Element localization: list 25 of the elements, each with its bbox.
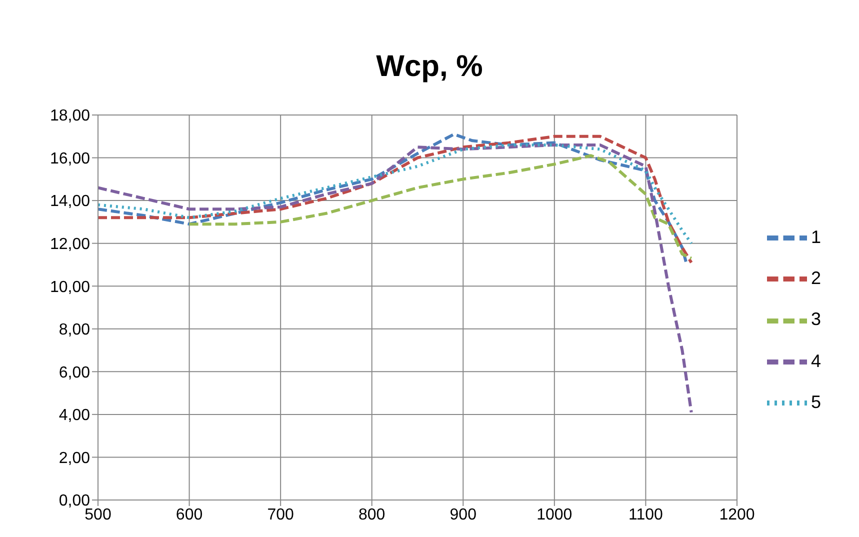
y-tick-label: 4,00: [58, 407, 90, 424]
legend-label: 1: [810, 226, 821, 247]
y-tick-label: 14,00: [50, 193, 90, 210]
legend-label: 5: [810, 392, 821, 412]
x-tick-label: 1000: [536, 506, 572, 524]
line-series: [98, 143, 693, 245]
legend-label: 4: [810, 350, 821, 371]
line-series: [98, 143, 693, 414]
legend-label: 3: [810, 309, 821, 330]
x-tick-label: 600: [176, 506, 203, 524]
x-tick-label: 800: [358, 506, 386, 524]
y-tick-label: 6,00: [58, 364, 90, 382]
y-tick-label: 18,00: [50, 108, 90, 125]
x-tick-label: 1100: [628, 506, 664, 524]
y-tick-label: 2,00: [58, 450, 90, 467]
y-tick-label: 10,00: [50, 278, 90, 296]
y-tick-label: 16,00: [50, 150, 90, 168]
x-tick-label: 1200: [719, 506, 755, 524]
line-series: [188, 154, 693, 260]
y-tick-label: 8,00: [58, 322, 90, 339]
x-tick-label: 900: [450, 506, 477, 524]
x-tick-label: 700: [267, 506, 294, 524]
chart-title: Wcp, %: [375, 49, 484, 85]
y-tick-label: 12,00: [50, 236, 90, 254]
legend-label: 2: [810, 268, 821, 288]
